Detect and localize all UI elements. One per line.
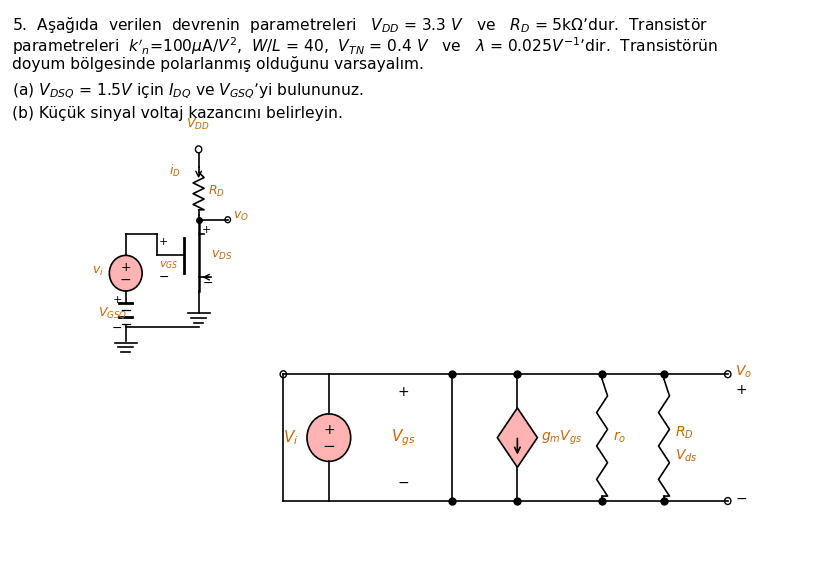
Text: $r_o$: $r_o$: [613, 430, 626, 445]
Text: $v_i$: $v_i$: [92, 265, 104, 278]
Text: (a) $V_{DSQ}$ = 1.5$V$ için $I_{DQ}$ ve $V_{GSQ}$’yi bulununuz.: (a) $V_{DSQ}$ = 1.5$V$ için $I_{DQ}$ ve …: [12, 82, 364, 101]
Text: −: −: [735, 492, 746, 506]
Text: $V_{ds}$: $V_{ds}$: [675, 447, 697, 464]
Text: −: −: [111, 322, 122, 335]
Circle shape: [109, 255, 142, 291]
Text: −: −: [159, 270, 169, 283]
Text: +: +: [398, 385, 409, 399]
Text: +: +: [202, 225, 211, 235]
Text: $g_m V_{gs}$: $g_m V_{gs}$: [541, 429, 582, 447]
Text: $v_O$: $v_O$: [233, 210, 249, 223]
Text: $V_{DD}$: $V_{DD}$: [186, 116, 210, 132]
Text: parametreleri  $k'_n$=100$\mu$A/$V^2$,  $W/L$ = 40,  $V_{TN}$ = 0.4 $V$   ve   $: parametreleri $k'_n$=100$\mu$A/$V^2$, $W…: [12, 35, 718, 57]
Text: $v_{GS}$: $v_{GS}$: [159, 259, 178, 271]
Text: $V_{gs}$: $V_{gs}$: [391, 427, 416, 448]
Text: −: −: [202, 276, 213, 290]
Text: −: −: [398, 476, 409, 490]
Text: 5.  Aşağıda  verilen  devrenin  parametreleri   $V_{DD}$ = 3.3 $V$   ve   $R_D$ : 5. Aşağıda verilen devrenin parametreler…: [12, 15, 708, 35]
Text: +: +: [735, 383, 746, 397]
Text: −: −: [323, 439, 335, 454]
Text: +: +: [323, 423, 334, 437]
Text: $v_{DS}$: $v_{DS}$: [211, 249, 233, 262]
Text: $V_o$: $V_o$: [735, 364, 752, 380]
Text: +: +: [121, 260, 131, 274]
Text: (b) Küçük sinyal voltaj kazancını belirleyin.: (b) Küçük sinyal voltaj kazancını belirl…: [12, 106, 343, 121]
Circle shape: [307, 414, 351, 462]
Text: $i_D$: $i_D$: [169, 163, 181, 179]
Text: +: +: [112, 295, 122, 305]
Text: doyum bölgesinde polarlanmış olduğunu varsayalım.: doyum bölgesinde polarlanmış olduğunu va…: [12, 56, 423, 72]
Polygon shape: [498, 408, 537, 467]
Text: $R_D$: $R_D$: [675, 425, 694, 441]
Text: −: −: [120, 273, 131, 287]
Text: +: +: [159, 236, 168, 246]
Text: $V_i$: $V_i$: [283, 428, 298, 447]
Text: $V_{GSQ}$: $V_{GSQ}$: [98, 305, 128, 320]
Text: $R_D$: $R_D$: [208, 183, 225, 199]
